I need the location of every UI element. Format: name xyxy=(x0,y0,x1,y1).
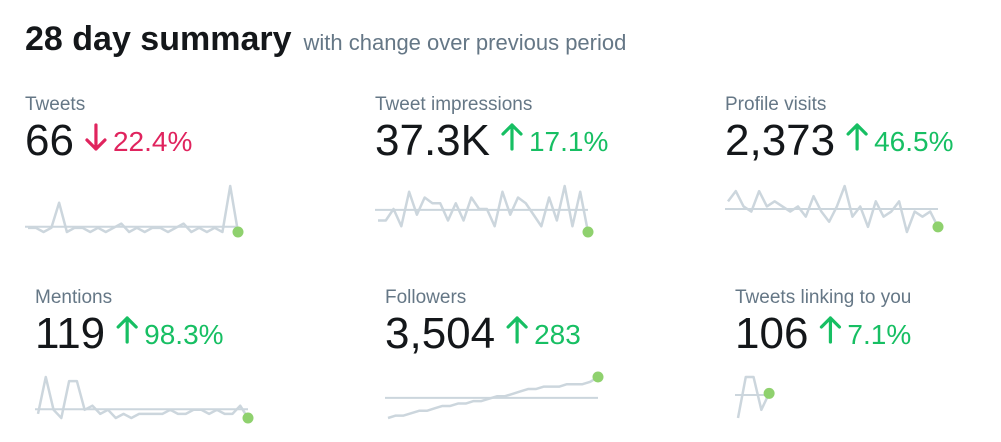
metric-change: 7.1% xyxy=(847,319,911,350)
metric-change: 283 xyxy=(534,319,581,350)
sparkline-end-dot xyxy=(932,221,944,233)
change-arrow xyxy=(846,123,868,151)
subtitle: with change over previous period xyxy=(303,30,627,55)
metric-label: Followers xyxy=(385,287,466,308)
sparkline xyxy=(28,184,240,234)
metric-label: Tweets xyxy=(25,94,85,115)
metric-label: Tweet impressions xyxy=(375,94,532,115)
sparkline-end-dot xyxy=(232,226,244,238)
sparkline-end-dot xyxy=(592,371,604,383)
title: 28 day summary xyxy=(25,20,292,58)
change-arrow xyxy=(501,123,523,151)
metric-change: 22.4% xyxy=(113,126,192,157)
metric-label: Tweets linking to you xyxy=(735,287,911,308)
sparkline xyxy=(378,184,590,233)
metric-change: 46.5% xyxy=(874,126,953,157)
metric-change: 17.1% xyxy=(529,126,608,157)
sparkline xyxy=(387,375,599,420)
metric-value: 119 xyxy=(35,309,105,358)
metric-value: 37.3K xyxy=(375,116,490,165)
metric-label: Profile visits xyxy=(725,94,826,115)
metric-value: 106 xyxy=(735,309,808,358)
sparkline xyxy=(727,184,940,234)
sparkline-end-dot xyxy=(582,226,594,238)
change-arrow xyxy=(506,316,528,344)
sparkline xyxy=(736,375,771,419)
sparkline-end-dot xyxy=(763,387,775,399)
metric-value: 66 xyxy=(25,116,74,165)
metric-label: Mentions xyxy=(35,287,112,308)
metric-value: 3,504 xyxy=(385,309,495,358)
change-arrow xyxy=(116,316,138,344)
change-arrow xyxy=(819,316,842,344)
metric-change: 98.3% xyxy=(144,319,223,350)
sparkline xyxy=(36,375,250,420)
change-arrow xyxy=(85,123,107,151)
metric-value: 2,373 xyxy=(725,116,835,165)
sparkline-end-dot xyxy=(242,412,254,424)
